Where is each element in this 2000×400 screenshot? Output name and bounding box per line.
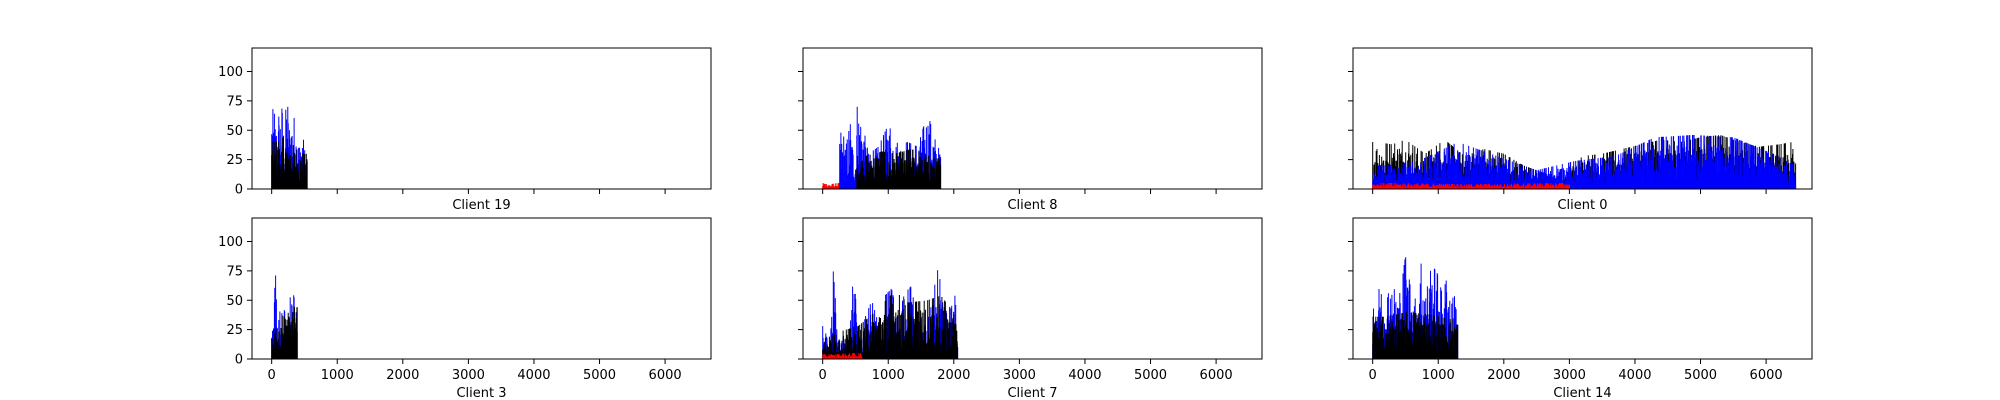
bar-series [822, 270, 959, 359]
y-tick-label: 50 [226, 294, 243, 309]
x-tick-label: 0 [819, 368, 827, 383]
panel-label: Client 8 [1007, 198, 1057, 213]
axes-frame [1352, 47, 1813, 190]
panel-label: Client 19 [452, 198, 510, 213]
subplot-client-7: 0 1000 2000 3000 4000 5000 6000 Client 7 [798, 217, 1263, 400]
bar-series [1372, 135, 1797, 189]
axes-frame [1352, 217, 1813, 360]
y-tick-label: 0 [235, 353, 243, 368]
x-tick-label: 4000 [1068, 368, 1101, 383]
bar-series [271, 106, 308, 189]
x-tick-label: 3000 [452, 368, 485, 383]
bar-series [271, 275, 298, 359]
axes-frame [802, 47, 1263, 190]
x-tick-label: 3000 [1003, 368, 1036, 383]
subplot-client-19: 0 25 50 75 100 Client 19 [218, 47, 712, 213]
x-tick-label: 6000 [1200, 368, 1233, 383]
y-tick-label: 0 [235, 183, 243, 198]
x-tick-label: 5000 [1134, 368, 1167, 383]
y-tick-label: 75 [226, 264, 243, 279]
x-tick-label: 1000 [1422, 368, 1455, 383]
y-tick-label: 25 [226, 153, 243, 168]
bar-series [822, 106, 942, 189]
y-tick-label: 25 [226, 323, 243, 338]
x-tick-label: 6000 [649, 368, 682, 383]
x-tick-label: 1000 [321, 368, 354, 383]
x-tick-label: 4000 [517, 368, 550, 383]
panel-label: Client 14 [1553, 386, 1611, 400]
panel-label: Client 3 [456, 386, 506, 400]
x-tick-label: 0 [1369, 368, 1377, 383]
y-tick-label: 100 [218, 235, 243, 250]
subplot-client-0: Client 0 [1348, 47, 1813, 213]
x-tick-label: 5000 [1684, 368, 1717, 383]
y-tick-label: 75 [226, 94, 243, 109]
axes-frame [802, 217, 1263, 360]
axes-frame [251, 217, 712, 360]
panel-label: Client 7 [1007, 386, 1057, 400]
x-tick-label: 4000 [1618, 368, 1651, 383]
x-tick-label: 2000 [937, 368, 970, 383]
x-tick-label: 2000 [1487, 368, 1520, 383]
x-tick-label: 6000 [1750, 368, 1783, 383]
subplot-client-8: Client 8 [798, 47, 1263, 213]
panel-label: Client 0 [1557, 198, 1607, 213]
x-tick-label: 1000 [872, 368, 905, 383]
x-tick-label: 0 [268, 368, 276, 383]
x-tick-label: 5000 [583, 368, 616, 383]
x-tick-label: 2000 [386, 368, 419, 383]
y-tick-label: 100 [218, 65, 243, 80]
y-tick-label: 50 [226, 124, 243, 139]
subplot-client-14: 0 1000 2000 3000 4000 5000 6000 Client 14 [1348, 217, 1813, 400]
bar-series [1372, 257, 1459, 359]
x-tick-label: 3000 [1553, 368, 1586, 383]
axes-frame [251, 47, 712, 190]
